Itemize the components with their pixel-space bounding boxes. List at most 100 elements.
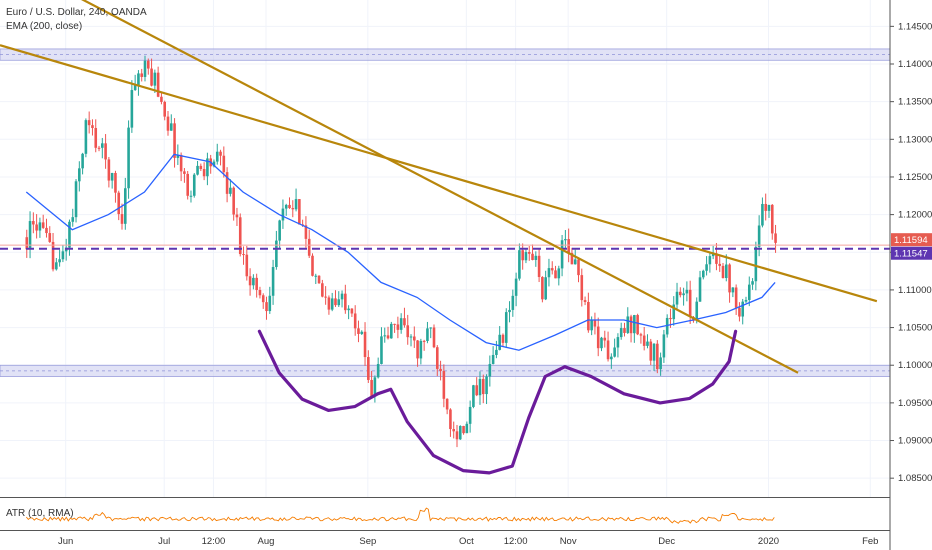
candle-body (702, 270, 705, 278)
candle-body (573, 259, 577, 265)
candle-body (728, 264, 731, 293)
candle-body (708, 256, 712, 265)
candle-body (744, 299, 748, 302)
candle-body (91, 125, 94, 129)
candle-body (616, 337, 620, 348)
candle-body (380, 336, 383, 364)
candle-body (514, 278, 518, 296)
candle-body (61, 251, 65, 260)
x-tick-label: Feb (862, 536, 878, 547)
candle-body (294, 199, 298, 210)
candle-body (196, 165, 199, 175)
candle-body (652, 343, 656, 361)
candle-body (619, 328, 623, 338)
pattern-curve[interactable] (257, 329, 738, 475)
candle-body (298, 199, 301, 225)
candle-body (757, 225, 761, 247)
ema-line (25, 153, 776, 351)
candle-body (445, 398, 449, 410)
candle-body (537, 255, 541, 277)
candle-body (215, 151, 219, 162)
candle-body (449, 409, 452, 430)
candle-body (225, 172, 229, 194)
candle-body (724, 264, 728, 279)
trendline-2 (0, 44, 878, 303)
candle-body (439, 368, 442, 372)
candle-body (330, 298, 334, 310)
candle-body (738, 307, 741, 317)
candle-body (311, 255, 314, 276)
candle-body (751, 281, 754, 285)
candle-body (491, 354, 495, 364)
candle-body (81, 153, 84, 169)
candle-body (133, 85, 137, 91)
candle-body (166, 116, 170, 131)
candle-body (271, 267, 275, 296)
candle-body (665, 317, 669, 335)
candle-body (58, 259, 61, 263)
candle-body (731, 287, 735, 293)
candle-body (403, 318, 406, 326)
candle-body (623, 328, 626, 333)
trendlines[interactable] (0, 0, 878, 374)
candle-body (711, 253, 715, 257)
candle-body (577, 259, 580, 276)
candle-body (110, 172, 114, 181)
candle-body (71, 217, 75, 222)
candle-body (189, 195, 193, 197)
y-tick-label: 1.14500 (898, 21, 932, 32)
candle-body (633, 315, 636, 334)
candle-body (541, 276, 544, 300)
candle-body (337, 299, 341, 306)
candle-body (636, 315, 639, 335)
candle-body (55, 262, 58, 270)
candle-body (669, 317, 672, 320)
candle-body (741, 301, 745, 317)
x-tick-label: Sep (359, 536, 376, 547)
candle-body (455, 431, 459, 440)
candle-body (78, 168, 81, 182)
candle-body (672, 304, 676, 320)
candle-body (137, 73, 140, 86)
candle-body (25, 237, 29, 250)
x-tick-label: 2020 (758, 536, 779, 547)
candle-body (202, 168, 206, 177)
candle-body (123, 188, 127, 224)
candle-body (32, 221, 35, 225)
y-tick-label: 1.10500 (898, 323, 932, 334)
candle-body (695, 301, 699, 321)
candle-body (649, 341, 653, 361)
candle-body (527, 252, 531, 254)
candle-body (48, 233, 52, 242)
candle-body (219, 151, 222, 156)
candle-body (146, 60, 150, 69)
candle-body (327, 297, 331, 310)
candle-body (245, 254, 249, 277)
price-tag-bg (891, 233, 932, 247)
candle-body (774, 233, 777, 243)
candle-body (94, 128, 98, 148)
candle-body (767, 204, 771, 211)
candle-body (603, 337, 607, 341)
candle-body (281, 208, 285, 221)
candle-body (35, 224, 38, 231)
candle-body (426, 328, 429, 342)
candle-body (646, 341, 649, 346)
candle-body (284, 204, 288, 209)
x-tick-label: Jun (58, 536, 73, 547)
candle-body (117, 192, 121, 215)
candle-body (97, 147, 101, 149)
candle-body (435, 347, 439, 369)
candle-body (104, 143, 107, 160)
candle-body (416, 340, 419, 359)
candle-body (544, 277, 547, 300)
candle-body (45, 227, 48, 234)
ema-legend: EMA (200, close) (6, 21, 83, 32)
candle-body (307, 238, 311, 256)
candle-body (396, 324, 400, 330)
x-tick-label: Nov (560, 536, 577, 547)
candle-body (422, 340, 426, 342)
candle-body (28, 221, 32, 250)
